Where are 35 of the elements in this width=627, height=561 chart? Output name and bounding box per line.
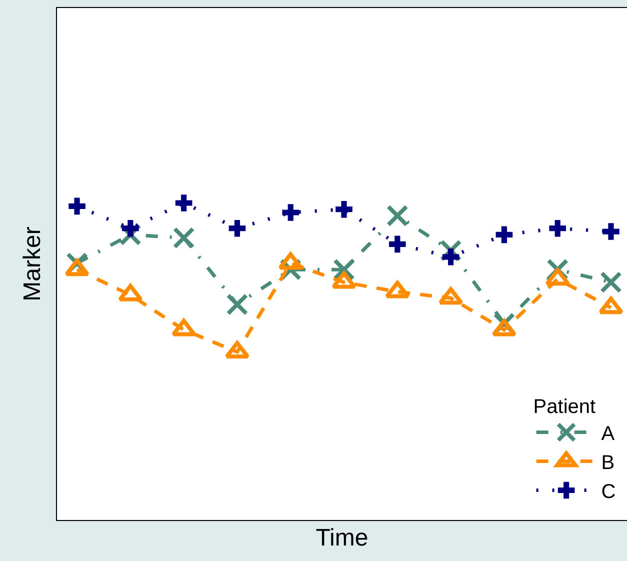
- x-axis-title: Time: [316, 524, 368, 552]
- point: [440, 240, 462, 262]
- y-axis-title: Marker: [19, 226, 46, 302]
- point: [389, 236, 406, 253]
- point: [64, 258, 90, 276]
- point: [386, 204, 408, 227]
- point: [282, 204, 300, 221]
- point: [492, 318, 517, 336]
- point: [119, 224, 142, 246]
- point: [602, 223, 620, 240]
- point: [228, 220, 246, 237]
- point: [336, 200, 352, 218]
- point: [598, 296, 624, 314]
- point: [226, 293, 248, 316]
- point: [224, 340, 250, 358]
- point: [122, 220, 139, 237]
- point: [385, 280, 410, 298]
- point: [68, 198, 86, 215]
- point: [332, 271, 356, 289]
- point: [333, 258, 355, 281]
- point: [545, 268, 570, 286]
- point: [438, 287, 464, 305]
- point: [172, 226, 195, 249]
- point: [118, 284, 143, 302]
- legend-label: C: [601, 481, 616, 504]
- legend-label: B: [601, 452, 615, 474]
- point: [171, 318, 196, 336]
- legend-title: Patient: [533, 396, 596, 418]
- point: [278, 252, 303, 270]
- legend-label: A: [601, 423, 616, 446]
- point: [496, 226, 513, 244]
- point: [600, 271, 622, 294]
- point: [549, 220, 566, 237]
- point: [175, 194, 192, 212]
- point: [442, 248, 460, 266]
